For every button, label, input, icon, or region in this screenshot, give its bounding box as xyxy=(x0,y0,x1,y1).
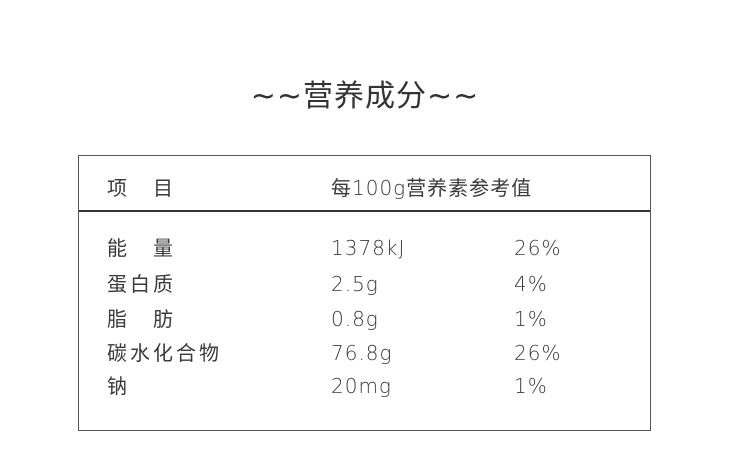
header-item: 项 目 xyxy=(107,176,176,200)
item-name: 蛋白质 xyxy=(107,272,176,296)
per100g-value: 20mg xyxy=(331,374,392,398)
nrv-value: 4% xyxy=(514,272,548,296)
per100g-value: 76.8g xyxy=(331,341,393,365)
nutrition-table: 项 目 每100g营养素参考值 能 量 1378kJ 26% 蛋白质 2.5g … xyxy=(78,155,651,431)
per100g-value: 0.8g xyxy=(331,307,379,331)
header-per100g: 每100g营养素参考值 xyxy=(331,176,533,200)
header-divider xyxy=(79,210,650,212)
nrv-value: 1% xyxy=(514,374,548,398)
item-name: 碳水化合物 xyxy=(107,341,222,365)
per100g-value: 2.5g xyxy=(331,272,379,296)
item-name: 钠 xyxy=(107,374,130,398)
item-name: 能 量 xyxy=(107,236,176,260)
page-title: ~~营养成分~~ xyxy=(250,79,480,114)
item-name: 脂 肪 xyxy=(107,307,176,331)
nrv-value: 1% xyxy=(514,307,548,331)
per100g-value: 1378kJ xyxy=(331,236,406,260)
nrv-value: 26% xyxy=(514,236,562,260)
nrv-value: 26% xyxy=(514,341,562,365)
